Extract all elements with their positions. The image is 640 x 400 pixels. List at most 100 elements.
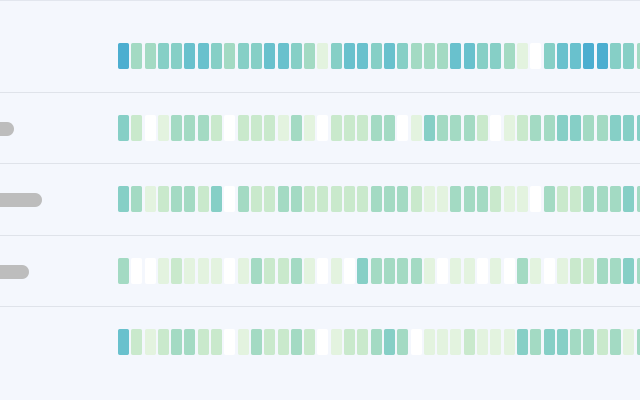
- heatmap-cell[interactable]: [623, 115, 635, 141]
- heatmap-cell[interactable]: [530, 329, 542, 355]
- heatmap-cell[interactable]: [623, 186, 635, 212]
- heatmap-cell[interactable]: [583, 186, 595, 212]
- heatmap-cell[interactable]: [171, 186, 183, 212]
- heatmap-cell[interactable]: [197, 43, 209, 69]
- heatmap-cell[interactable]: [184, 329, 196, 355]
- heatmap-cell[interactable]: [450, 258, 462, 284]
- heatmap-cell[interactable]: [543, 329, 555, 355]
- heatmap-cell[interactable]: [397, 258, 409, 284]
- heatmap-cell[interactable]: [344, 258, 356, 284]
- heatmap-cell[interactable]: [197, 186, 209, 212]
- heatmap-cell[interactable]: [609, 115, 621, 141]
- heatmap-cell[interactable]: [583, 258, 595, 284]
- heatmap-cell[interactable]: [224, 43, 236, 69]
- heatmap-cell[interactable]: [157, 115, 169, 141]
- heatmap-cell[interactable]: [330, 43, 342, 69]
- heatmap-cell[interactable]: [131, 186, 143, 212]
- heatmap-cell[interactable]: [596, 258, 608, 284]
- heatmap-cell[interactable]: [477, 258, 489, 284]
- heatmap-cell[interactable]: [197, 258, 209, 284]
- heatmap-cell[interactable]: [570, 186, 582, 212]
- heatmap-cell[interactable]: [410, 43, 422, 69]
- heatmap-cell[interactable]: [277, 186, 289, 212]
- heatmap-cell[interactable]: [596, 115, 608, 141]
- heatmap-cell[interactable]: [304, 329, 316, 355]
- heatmap-cell[interactable]: [463, 258, 475, 284]
- heatmap-cell[interactable]: [609, 258, 621, 284]
- heatmap-cell[interactable]: [437, 258, 449, 284]
- heatmap-cell[interactable]: [211, 258, 223, 284]
- heatmap-cell[interactable]: [304, 43, 316, 69]
- heatmap-cell[interactable]: [543, 115, 555, 141]
- heatmap-cell[interactable]: [530, 115, 542, 141]
- heatmap-cell[interactable]: [144, 115, 156, 141]
- heatmap-cell[interactable]: [277, 329, 289, 355]
- heatmap-cell[interactable]: [184, 43, 196, 69]
- heatmap-cell[interactable]: [264, 43, 276, 69]
- heatmap-cell[interactable]: [118, 329, 129, 355]
- heatmap-cell[interactable]: [131, 115, 143, 141]
- heatmap-cell[interactable]: [437, 186, 449, 212]
- heatmap-cell[interactable]: [157, 329, 169, 355]
- heatmap-cell[interactable]: [596, 43, 608, 69]
- heatmap-cell[interactable]: [144, 186, 156, 212]
- heatmap-cell[interactable]: [211, 43, 223, 69]
- heatmap-cell[interactable]: [237, 115, 249, 141]
- heatmap-cell[interactable]: [596, 329, 608, 355]
- heatmap-cell[interactable]: [636, 258, 640, 284]
- heatmap-cell[interactable]: [224, 115, 236, 141]
- heatmap-cell[interactable]: [463, 186, 475, 212]
- heatmap-cell[interactable]: [516, 258, 528, 284]
- heatmap-cell[interactable]: [290, 115, 302, 141]
- heatmap-cell[interactable]: [237, 43, 249, 69]
- heatmap-cell[interactable]: [317, 43, 329, 69]
- heatmap-cell[interactable]: [450, 186, 462, 212]
- heatmap-cell[interactable]: [397, 115, 409, 141]
- heatmap-cell[interactable]: [450, 115, 462, 141]
- heatmap-cell[interactable]: [277, 43, 289, 69]
- heatmap-cell[interactable]: [423, 186, 435, 212]
- heatmap-cell[interactable]: [423, 258, 435, 284]
- heatmap-cell[interactable]: [157, 43, 169, 69]
- heatmap-cell[interactable]: [556, 186, 568, 212]
- heatmap-cell[interactable]: [237, 186, 249, 212]
- heatmap-cell[interactable]: [290, 186, 302, 212]
- heatmap-cell[interactable]: [144, 329, 156, 355]
- heatmap-cell[interactable]: [157, 186, 169, 212]
- heatmap-cell[interactable]: [290, 329, 302, 355]
- heatmap-cell[interactable]: [250, 258, 262, 284]
- heatmap-cell[interactable]: [370, 329, 382, 355]
- heatmap-cell[interactable]: [397, 329, 409, 355]
- heatmap-cell[interactable]: [450, 329, 462, 355]
- heatmap-cell[interactable]: [463, 115, 475, 141]
- heatmap-cell[interactable]: [623, 329, 635, 355]
- heatmap-cell[interactable]: [370, 43, 382, 69]
- heatmap-cell[interactable]: [543, 43, 555, 69]
- heatmap-cell[interactable]: [437, 115, 449, 141]
- heatmap-cell[interactable]: [131, 43, 143, 69]
- heatmap-cell[interactable]: [383, 43, 395, 69]
- heatmap-cell[interactable]: [171, 43, 183, 69]
- heatmap-cell[interactable]: [490, 258, 502, 284]
- heatmap-cell[interactable]: [330, 329, 342, 355]
- heatmap-cell[interactable]: [636, 186, 640, 212]
- heatmap-cell[interactable]: [264, 186, 276, 212]
- heatmap-cell[interactable]: [344, 115, 356, 141]
- heatmap-cell[interactable]: [477, 186, 489, 212]
- heatmap-cell[interactable]: [211, 329, 223, 355]
- heatmap-cell[interactable]: [477, 43, 489, 69]
- heatmap-cell[interactable]: [357, 258, 369, 284]
- heatmap-cell[interactable]: [370, 258, 382, 284]
- heatmap-cell[interactable]: [410, 329, 422, 355]
- heatmap-cell[interactable]: [583, 43, 595, 69]
- heatmap-cell[interactable]: [490, 43, 502, 69]
- heatmap-cell[interactable]: [250, 329, 262, 355]
- heatmap-cell[interactable]: [184, 186, 196, 212]
- heatmap-cell[interactable]: [237, 258, 249, 284]
- heatmap-cell[interactable]: [211, 115, 223, 141]
- heatmap-cell[interactable]: [543, 186, 555, 212]
- heatmap-cell[interactable]: [556, 43, 568, 69]
- heatmap-cell[interactable]: [131, 329, 143, 355]
- heatmap-cell[interactable]: [357, 43, 369, 69]
- heatmap-cell[interactable]: [503, 329, 515, 355]
